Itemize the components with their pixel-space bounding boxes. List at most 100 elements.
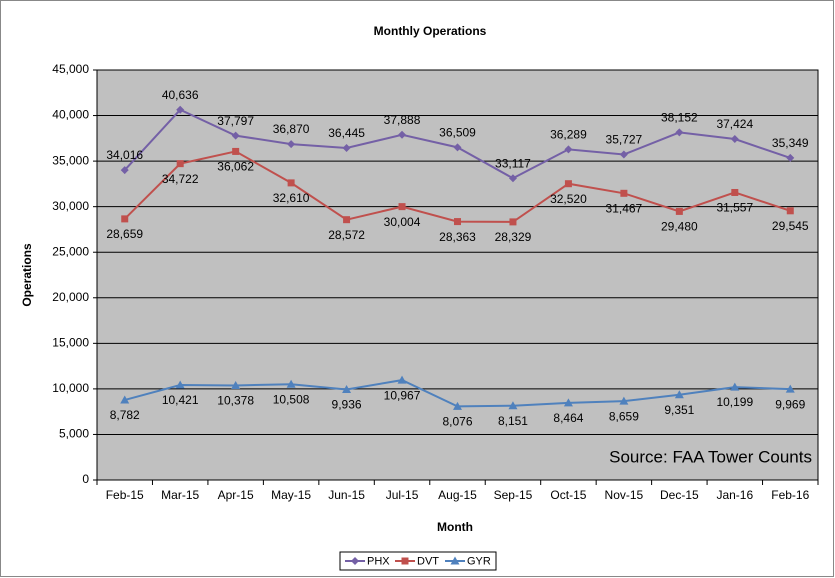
data-label: 10,378 <box>217 394 254 408</box>
data-label: 34,016 <box>106 148 143 162</box>
legend-label: GYR <box>467 555 491 567</box>
data-label: 32,610 <box>273 191 310 205</box>
y-tick-label: 40,000 <box>52 108 89 122</box>
marker <box>343 216 351 224</box>
data-label: 8,782 <box>110 408 140 422</box>
data-label: 9,969 <box>775 397 805 411</box>
marker <box>785 384 795 393</box>
marker <box>450 556 460 565</box>
data-label: 31,467 <box>606 201 643 215</box>
annotation: Source: FAA Tower Counts <box>609 447 812 466</box>
data-label: 8,464 <box>553 411 583 425</box>
data-label: 8,659 <box>609 409 639 423</box>
legend-label: PHX <box>367 555 390 567</box>
x-tick-label: Jul-15 <box>386 488 419 502</box>
data-label: 36,289 <box>550 128 587 142</box>
marker <box>509 218 517 226</box>
marker <box>786 207 794 215</box>
marker <box>286 379 296 388</box>
y-tick-label: 0 <box>82 472 89 486</box>
marker <box>231 380 241 389</box>
x-tick-label: Feb-16 <box>771 488 809 502</box>
legend: PHX DVT GYR <box>339 551 497 571</box>
data-label: 36,870 <box>273 122 310 136</box>
marker <box>176 160 184 168</box>
marker <box>730 382 740 391</box>
marker <box>231 131 240 140</box>
plot-border <box>96 69 819 481</box>
x-tick-label: Feb-15 <box>106 488 144 502</box>
marker <box>454 218 461 226</box>
marker <box>619 396 629 405</box>
marker <box>508 401 518 410</box>
y-tick-label: 30,000 <box>52 199 89 213</box>
data-label: 29,545 <box>772 219 809 233</box>
marker <box>675 207 683 215</box>
data-label: 30,004 <box>384 215 421 229</box>
marker <box>674 390 684 399</box>
data-label: 34,722 <box>162 172 199 186</box>
data-label: 32,520 <box>550 192 587 206</box>
y-axis-title: Operations <box>20 243 34 307</box>
legend-box <box>339 551 497 571</box>
marker <box>397 375 407 384</box>
marker <box>351 557 359 565</box>
marker <box>121 215 129 223</box>
marker <box>675 128 684 137</box>
data-label: 9,351 <box>664 403 694 417</box>
x-tick-label: Jun-15 <box>328 488 365 502</box>
x-tick-label: Oct-15 <box>550 488 586 502</box>
data-label: 28,572 <box>328 228 365 242</box>
data-label: 33,117 <box>495 156 531 170</box>
x-tick-label: Apr-15 <box>218 488 254 502</box>
x-tick-label: May-15 <box>271 488 311 502</box>
data-label: 37,797 <box>217 114 254 128</box>
x-tick-label: Dec-15 <box>660 488 699 502</box>
y-tick-label: 35,000 <box>52 153 89 167</box>
y-tick-label: 15,000 <box>52 336 89 350</box>
y-tick-label: 45,000 <box>52 62 89 76</box>
marker <box>730 135 739 144</box>
marker <box>563 398 573 407</box>
marker <box>398 130 407 139</box>
marker <box>120 166 129 175</box>
marker <box>176 105 185 114</box>
data-label: 36,509 <box>439 126 476 140</box>
x-tick-label: Nov-15 <box>605 488 644 502</box>
y-tick-label: 20,000 <box>52 290 89 304</box>
data-label: 36,062 <box>217 160 254 174</box>
data-label: 28,329 <box>495 230 532 244</box>
data-label: 8,076 <box>442 415 472 429</box>
data-label: 10,421 <box>162 393 199 407</box>
marker <box>786 153 795 162</box>
marker <box>508 174 517 183</box>
x-tick-label: Sep-15 <box>494 488 533 502</box>
data-label: 31,557 <box>716 201 753 215</box>
y-tick-label: 25,000 <box>52 244 89 258</box>
data-label: 8,151 <box>498 414 528 428</box>
marker <box>232 147 240 155</box>
plot-area <box>97 70 818 480</box>
data-label: 28,659 <box>106 227 143 241</box>
marker <box>620 189 628 197</box>
legend-label: DVT <box>417 555 439 567</box>
y-tick-label: 10,000 <box>52 381 89 395</box>
data-label: 37,888 <box>384 113 421 127</box>
x-tick-label: Aug-15 <box>438 488 477 502</box>
x-axis-title: Month <box>437 520 473 534</box>
marker <box>564 145 573 154</box>
marker <box>342 143 351 152</box>
marker <box>453 143 462 152</box>
data-label: 10,508 <box>273 392 310 406</box>
marker <box>564 180 572 188</box>
marker <box>120 395 130 404</box>
marker <box>287 140 296 149</box>
data-label: 35,349 <box>772 136 809 150</box>
x-tick-label: Mar-15 <box>161 488 199 502</box>
marker <box>619 150 628 159</box>
data-label: 28,363 <box>439 230 476 244</box>
chart-title: Monthly Operations <box>374 24 487 38</box>
y-tick-label: 5,000 <box>59 427 89 441</box>
marker <box>287 179 295 187</box>
marker <box>175 380 185 389</box>
